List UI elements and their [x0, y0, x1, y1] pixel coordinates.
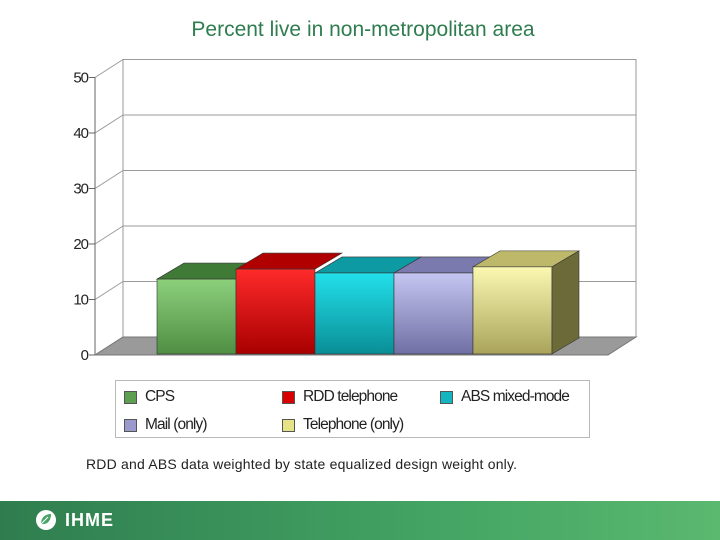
legend-item-abs-mixed-mode: ABS mixed-mode [440, 388, 570, 406]
y-tick-label: 20 [73, 236, 88, 253]
chart-footnote: RDD and ABS data weighted by state equal… [86, 456, 518, 472]
legend-swatch-cps [124, 390, 137, 404]
bar-front-face [393, 272, 474, 355]
ihme-logo: IHME [35, 509, 114, 531]
legend-swatch-rdd-telephone [282, 390, 295, 404]
bar-telephone-only [471, 250, 581, 355]
legend-item-mail-only: Mail (only) [124, 416, 207, 434]
y-tick-label: 10 [73, 292, 88, 309]
leaf-icon [36, 510, 56, 530]
legend-label-abs-mixed-mode: ABS mixed-mode [461, 388, 570, 405]
bar-side-face [551, 250, 580, 355]
legend-swatch-abs-mixed-mode [440, 390, 453, 404]
axis-depth-line [94, 170, 124, 189]
legend-item-cps: CPS [124, 388, 175, 406]
bar-front-face [235, 268, 316, 355]
footer-bar: IHME [0, 501, 720, 540]
axis-depth-line [94, 281, 124, 300]
chart-title: Percent live in non-metropolitan area [191, 18, 535, 41]
legend-swatch-telephone-only [282, 418, 295, 432]
y-tick-label: 50 [73, 70, 88, 87]
logo-text: IHME [65, 509, 114, 530]
chart-plot: 0 10 20 30 40 50 [73, 59, 638, 364]
y-tick-label: 30 [73, 181, 88, 198]
legend-item-rdd-telephone: RDD telephone [282, 388, 398, 406]
bar-front-face [314, 272, 395, 355]
bar-front-face [156, 278, 237, 355]
y-tick-label: 40 [73, 125, 88, 142]
legend-label-cps: CPS [145, 388, 175, 405]
legend-label-rdd-telephone: RDD telephone [303, 388, 398, 405]
legend-item-telephone-only: Telephone (only) [282, 416, 404, 434]
axis-depth-line [94, 114, 124, 134]
bar-rdd-telephone [234, 252, 344, 355]
legend-label-mail-only: Mail (only) [145, 416, 207, 433]
legend-label-telephone-only: Telephone (only) [303, 416, 404, 433]
axis-depth-line [94, 225, 124, 245]
y-tick-label: 0 [81, 347, 89, 364]
chart-legend: CPS RDD telephone ABS mixed-mode Mail (o… [115, 380, 590, 438]
legend-swatch-mail-only [124, 418, 137, 432]
axis-depth-line [94, 59, 124, 78]
bar-front-face [472, 266, 553, 355]
